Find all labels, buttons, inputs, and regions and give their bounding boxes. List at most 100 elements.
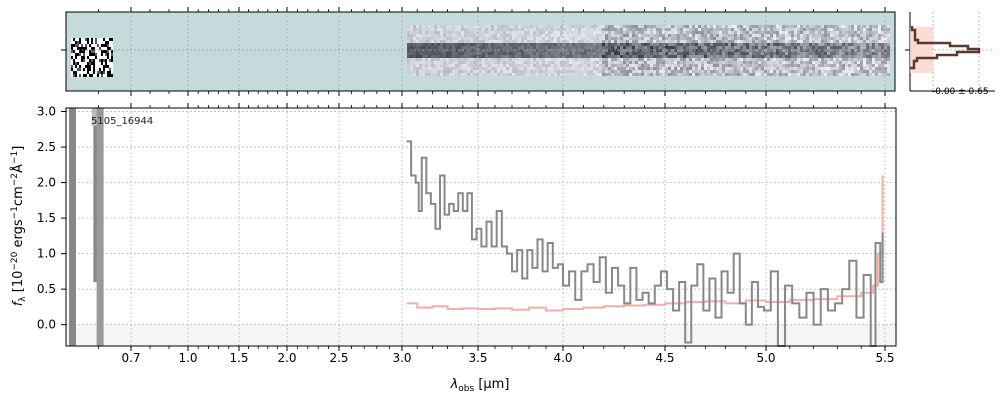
pixel-2d [788,37,791,40]
pixel-2d [428,43,431,46]
pixel-2d [548,61,551,64]
pixel-2d [410,64,413,67]
pixel-2d [716,40,719,43]
pixel-2d [467,40,470,43]
pixel-2d [653,25,656,28]
pixel-2d [860,34,863,37]
pixel-2d [878,52,881,55]
pixel-2d [872,34,875,37]
pixel-2d [812,52,815,55]
pixel-2d [485,49,488,52]
pixel-2d [749,25,752,28]
pixel-2d [109,44,111,47]
pixel-2d [671,40,674,43]
pixel-2d [461,31,464,34]
pixel-2d [632,43,635,46]
pixel-2d [776,34,779,37]
pixel-2d [767,37,770,40]
pixel-2d [704,37,707,40]
pixel-2d [830,58,833,61]
pixel-2d [518,28,521,31]
pixel-2d [827,43,830,46]
pixel-2d [491,46,494,49]
pixel-2d [584,40,587,43]
pixel-2d [824,58,827,61]
pixel-2d [452,40,455,43]
pixel-2d [728,43,731,46]
pixel-2d [536,73,539,76]
pixel-2d [101,47,103,50]
pixel-2d [458,55,461,58]
pixel-2d [509,25,512,28]
pixel-2d [626,73,629,76]
pixel-2d [716,28,719,31]
pixel-2d [821,31,824,34]
pixel-2d [416,43,419,46]
pixel-2d [494,73,497,76]
pixel-2d [539,55,542,58]
pixel-2d [530,25,533,28]
pixel-2d [833,34,836,37]
pixel-2d [527,40,530,43]
pixel-2d [818,25,821,28]
pixel-2d [647,37,650,40]
pixel-2d [878,73,881,76]
pixel-2d [575,55,578,58]
pixel-2d [557,43,560,46]
pixel-2d [671,43,674,46]
pixel-2d [680,31,683,34]
pixel-2d [668,28,671,31]
pixel-2d [680,43,683,46]
pixel-2d [710,40,713,43]
pixel-2d [707,55,710,58]
pixel-2d [680,37,683,40]
pixel-2d [539,52,542,55]
main-panel-frame [65,107,897,347]
pixel-2d [581,64,584,67]
pixel-2d [791,58,794,61]
pixel-2d [79,47,81,50]
pixel-2d [578,46,581,49]
pixel-2d [785,49,788,52]
pixel-2d [758,34,761,37]
pixel-2d [656,73,659,76]
pixel-2d [500,73,503,76]
pixel-2d [434,40,437,43]
pixel-2d [446,52,449,55]
pixel-2d [584,64,587,67]
pixel-2d [785,37,788,40]
pixel-2d [788,46,791,49]
pixel-2d [533,52,536,55]
pixel-2d [73,38,75,41]
pixel-2d [518,46,521,49]
pixel-2d [470,58,473,61]
pixel-2d [827,46,830,49]
pixel-2d [416,34,419,37]
pixel-2d [590,55,593,58]
pixel-2d [107,41,109,44]
pixel-2d [410,31,413,34]
pixel-2d [593,49,596,52]
pixel-2d [569,31,572,34]
pixel-2d [725,70,728,73]
pixel-2d [551,64,554,67]
pixel-2d [773,43,776,46]
pixel-2d [644,64,647,67]
pixel-2d [821,61,824,64]
pixel-2d [428,52,431,55]
pixel-2d [815,28,818,31]
pixel-2d [707,25,710,28]
pixel-2d [650,25,653,28]
pixel-2d [479,67,482,70]
pixel-2d [491,40,494,43]
pixel-2d [692,73,695,76]
pixel-2d [800,25,803,28]
pixel-2d [842,70,845,73]
pixel-2d [707,37,710,40]
pixel-2d [467,55,470,58]
pixel-2d [803,49,806,52]
pixel-2d [539,70,542,73]
pixel-2d [491,70,494,73]
pixel-2d [494,43,497,46]
pixel-2d [89,38,91,41]
